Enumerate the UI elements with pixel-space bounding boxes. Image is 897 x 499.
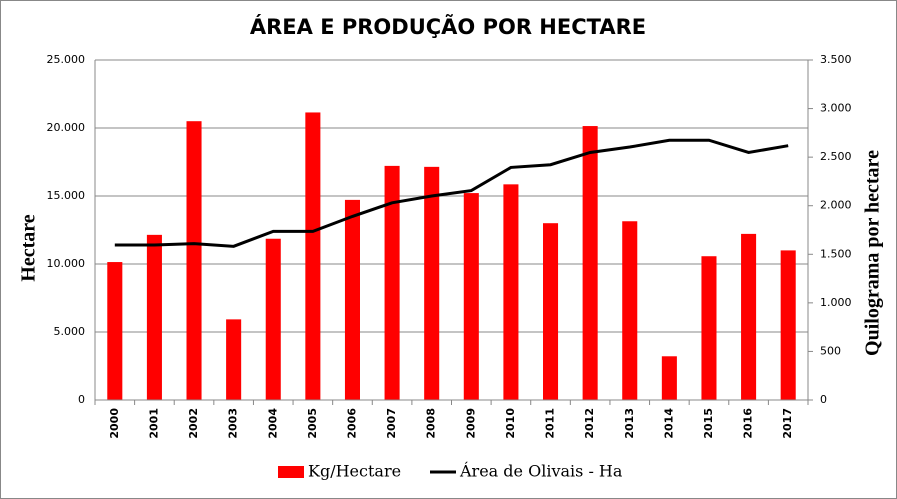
bar	[384, 165, 400, 400]
y2-tick-label: 2.000	[820, 199, 852, 212]
bar	[741, 233, 757, 400]
x-tick-label: 2004	[266, 408, 279, 439]
bar	[265, 238, 281, 400]
y-tick-label: 0	[78, 393, 85, 406]
x-tick-label: 2012	[583, 408, 596, 439]
x-tick-label: 2010	[504, 408, 517, 439]
x-tick-label: 2009	[464, 408, 477, 439]
bar	[107, 262, 123, 400]
y2-tick-label: 2.500	[820, 150, 852, 163]
x-tick-label: 2013	[623, 408, 636, 439]
x-tick-label: 2006	[345, 408, 358, 439]
x-tick-label: 2003	[227, 408, 240, 439]
x-tick-label: 2005	[306, 408, 319, 439]
x-tick-label: 2014	[662, 408, 675, 439]
bar	[503, 184, 519, 400]
x-tick-label: 2015	[702, 408, 715, 439]
x-tick-label: 2008	[425, 408, 438, 439]
y2-tick-label: 3.500	[820, 53, 852, 66]
bar	[146, 234, 162, 400]
bar	[661, 356, 677, 400]
y2-tick-label: 0	[820, 393, 827, 406]
bar	[186, 121, 202, 400]
y2-tick-label: 1.500	[820, 247, 852, 260]
legend-label: Área de Olivais - Ha	[459, 461, 623, 481]
x-tick-label: 2017	[781, 408, 794, 439]
bar	[463, 193, 479, 400]
bar	[424, 166, 440, 400]
x-tick-label: 2007	[385, 408, 398, 439]
bar	[543, 223, 559, 400]
y2-axis-title: Quilograma por hectare	[862, 150, 884, 356]
y-tick-label: 10.000	[47, 257, 86, 270]
y-tick-label: 25.000	[47, 53, 86, 66]
x-tick-label: 2001	[147, 408, 160, 439]
line	[114, 138, 789, 248]
x-tick-label: 2002	[187, 408, 200, 439]
bar	[582, 126, 598, 401]
y2-tick-label: 1.000	[820, 296, 852, 309]
bar	[701, 256, 717, 400]
legend-label: Kg/Hectare	[308, 462, 401, 481]
bar	[622, 221, 638, 400]
y-tick-label: 5.000	[54, 325, 86, 338]
bar	[344, 199, 360, 400]
legend-swatch	[278, 466, 304, 478]
bar	[305, 112, 321, 400]
y-tick-label: 15.000	[47, 189, 86, 202]
y2-tick-label: 3.000	[820, 102, 852, 115]
y-axis-title: Hectare	[18, 214, 40, 281]
x-tick-label: 2016	[742, 408, 755, 439]
bar	[780, 250, 796, 400]
y2-tick-label: 500	[820, 344, 841, 357]
x-tick-label: 2000	[108, 408, 121, 439]
y-tick-label: 20.000	[47, 121, 86, 134]
chart-title: ÁREA E PRODUÇÃO POR HECTARE	[250, 14, 646, 39]
bar	[226, 319, 242, 400]
x-tick-label: 2011	[544, 408, 557, 439]
